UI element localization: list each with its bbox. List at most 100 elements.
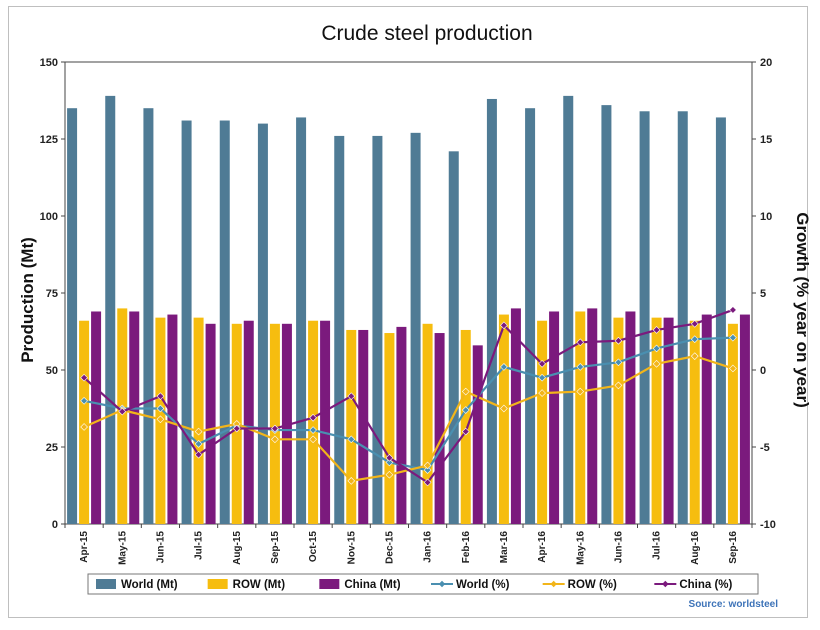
legend-swatch-row-mt <box>207 579 228 589</box>
point-china <box>690 319 699 328</box>
bar-row-mt <box>613 317 624 524</box>
line-china <box>83 308 734 484</box>
bar-china-mt <box>472 345 483 524</box>
point-row <box>80 423 88 431</box>
legend-label-world: World (%) <box>456 579 510 591</box>
y-tick-label: 0 <box>52 519 58 531</box>
bar-world-mt <box>334 135 345 525</box>
legend-label-row-mt: ROW (Mt) <box>233 579 286 591</box>
y2-axis-title: Growth (% year on year) <box>793 212 812 408</box>
bar-china-mt <box>320 320 331 524</box>
point-world <box>156 404 165 413</box>
line-row <box>83 355 734 483</box>
point-world <box>614 358 623 367</box>
bar-world-mt <box>143 108 154 524</box>
point-world <box>385 458 394 467</box>
bar-row-mt <box>384 333 395 524</box>
bar-china-mt <box>205 323 216 524</box>
x-tick-label: Dec-15 <box>384 531 395 564</box>
point-world <box>194 440 203 448</box>
bar-row-mt <box>651 317 662 524</box>
point-china <box>271 424 279 433</box>
point-world <box>347 435 356 444</box>
chart-title: Crude steel production <box>321 22 532 45</box>
point-row <box>309 435 317 444</box>
bar-world-mt <box>486 98 497 525</box>
y2-tick-label: 15 <box>760 134 772 146</box>
point-china <box>652 326 661 334</box>
point-world <box>500 363 508 371</box>
y2-tick-label: 5 <box>760 288 766 300</box>
bar-china-mt <box>396 326 407 524</box>
point-china <box>118 407 127 416</box>
bar-china-mt <box>739 314 750 524</box>
bar-china-mt <box>587 308 598 524</box>
point-row <box>271 435 279 444</box>
bar-world-mt <box>219 120 230 525</box>
y-tick-label: 100 <box>40 211 58 223</box>
legend-box <box>87 573 759 595</box>
bar-china-mt <box>549 311 560 524</box>
point-row <box>194 427 203 436</box>
bar-china-mt <box>281 323 292 524</box>
point-china <box>309 413 317 422</box>
point-row <box>729 364 737 373</box>
point-china <box>156 392 165 401</box>
bar-world-mt <box>677 111 688 524</box>
x-tick-label: Jun-15 <box>155 531 166 564</box>
bar-row-mt <box>422 323 433 524</box>
point-world <box>309 426 317 434</box>
plot-area: 0 25 50 75 100 125 150 -10 -5 0 5 10 15 20 Apr-15 May-1… <box>40 57 776 565</box>
bar-china-mt <box>129 311 140 524</box>
legend-label-china-mt: China (Mt) <box>344 579 400 591</box>
point-row <box>156 415 165 424</box>
bar-world-mt <box>563 95 574 524</box>
point-china <box>347 392 356 401</box>
bar-world-mt <box>601 105 612 525</box>
bar-world-mt <box>105 95 116 524</box>
point-row <box>614 381 623 390</box>
bar-row-mt <box>308 320 319 524</box>
y-axis-title: Production (Mt) <box>18 237 37 363</box>
chart-frame <box>8 6 808 618</box>
point-world <box>423 466 432 474</box>
point-row <box>576 387 585 396</box>
point-china <box>500 321 508 330</box>
y2-tick-label: 20 <box>760 57 772 69</box>
point-row <box>461 387 470 396</box>
source-note: Source: worldsteel <box>689 599 779 610</box>
x-tick-label: Jan-16 <box>423 531 434 563</box>
y2-tick-label: -10 <box>760 519 776 531</box>
x-tick-label: Aug-16 <box>690 531 701 565</box>
bar-world-mt <box>715 117 726 524</box>
bar-china-mt <box>625 311 636 524</box>
point-row <box>423 461 432 470</box>
y-tick-label: 75 <box>46 288 58 300</box>
point-china <box>423 478 432 487</box>
bar-row-mt <box>117 308 128 524</box>
point-china <box>194 450 203 459</box>
bar-china-mt <box>91 311 102 524</box>
legend-swatch-china-mt <box>319 579 340 589</box>
y-tick-label: 50 <box>46 365 58 377</box>
bar-row-mt <box>727 323 738 524</box>
legend-label-china: China (%) <box>679 579 732 591</box>
x-tick-label: May-16 <box>575 531 586 565</box>
bar-row-mt <box>537 320 548 524</box>
point-china <box>614 336 623 345</box>
point-china <box>80 373 88 382</box>
bar-china-mt <box>663 317 674 524</box>
bar-world-mt <box>296 117 307 524</box>
x-tick-label: Jul-16 <box>652 531 663 560</box>
y2-tick-label: 0 <box>760 365 766 377</box>
point-row <box>347 477 356 485</box>
bar-row-mt <box>269 323 280 524</box>
x-tick-label: May-15 <box>117 531 128 565</box>
bar-world-mt <box>67 108 78 524</box>
point-china <box>461 427 470 436</box>
bar-world-mt <box>181 120 192 525</box>
bar-world-mt <box>257 123 268 524</box>
x-tick-label: Jul-15 <box>194 531 205 560</box>
point-world <box>652 344 661 353</box>
